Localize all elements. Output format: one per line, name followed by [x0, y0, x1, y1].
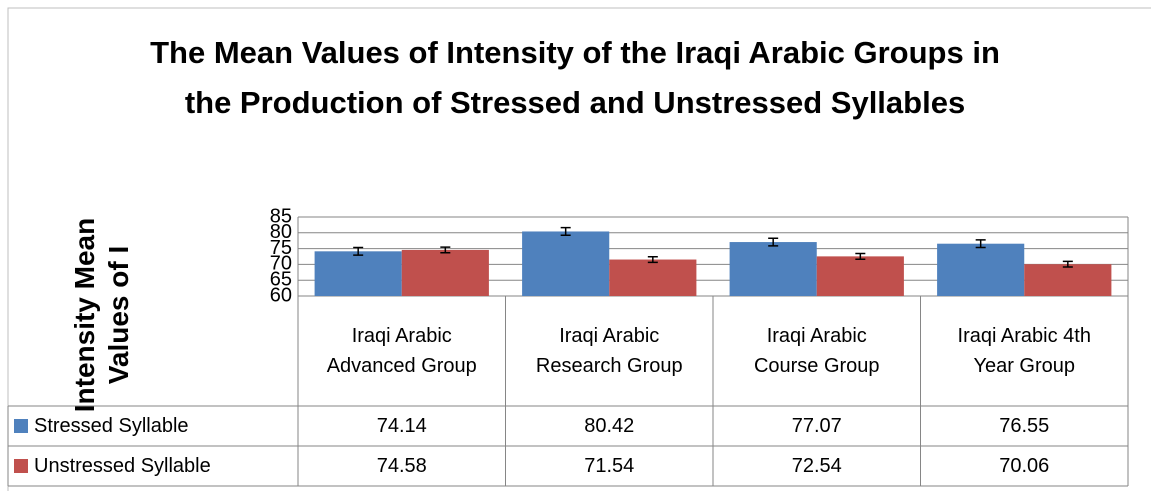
title-box: The Mean Values of Intensity of the Iraq… [150, 35, 1000, 120]
legend-label: Stressed Syllable [34, 415, 189, 437]
table-value: 72.54 [791, 455, 842, 477]
table-value: 70.06 [999, 455, 1050, 477]
y-tick-label: 85 [270, 205, 292, 227]
x-tick-label: Iraqi Arabic Course Group [753, 325, 880, 377]
chart-title: The Mean Values of Intensity of the Iraq… [150, 35, 1000, 120]
y-tick-label: 75 [270, 237, 292, 259]
x-tick-label-box: Iraqi Arabic Research Group [535, 325, 683, 377]
table-value-box: 74.58 [376, 455, 427, 477]
bar [522, 231, 610, 296]
y-tick-label: 80 [270, 221, 292, 243]
table-value-box: 71.54 [584, 455, 635, 477]
legend-label-box: Stressed Syllable [34, 415, 189, 437]
table-value: 74.14 [376, 415, 427, 437]
table-value-box: 77.07 [791, 415, 842, 437]
chart-border [7, 7, 1151, 491]
error-bar [975, 239, 986, 249]
x-tick-label-box: Iraqi Arabic 4th Year Group [957, 325, 1091, 377]
x-tick-label: Iraqi Arabic Research Group [535, 325, 683, 377]
legend-label: Unstressed Syllable [34, 455, 211, 477]
table-value-box: 76.55 [999, 415, 1050, 437]
table-value: 80.42 [584, 415, 635, 437]
error-bar [768, 237, 779, 247]
x-tick-label: Iraqi Arabic Advanced Group [326, 325, 477, 377]
error-bar [560, 226, 571, 237]
y-tick-label: 60 [270, 284, 292, 306]
error-bar [855, 252, 866, 260]
legend-swatch [14, 419, 28, 433]
bar [729, 242, 817, 296]
legend-label-box: Unstressed Syllable [34, 455, 211, 477]
table-value: 77.07 [791, 415, 842, 437]
bar [401, 249, 489, 296]
x-tick-label-box: Iraqi Arabic Advanced Group [326, 325, 477, 377]
x-tick-label: Iraqi Arabic 4th Year Group [957, 325, 1091, 377]
bar [314, 251, 402, 296]
table-value-box: 74.14 [376, 415, 427, 437]
legend-swatch [14, 459, 28, 473]
x-tick-label-box: Iraqi Arabic Course Group [753, 325, 880, 377]
table-value-box: 70.06 [999, 455, 1050, 477]
table-value: 74.58 [376, 455, 427, 477]
bar [816, 256, 904, 296]
table-value: 71.54 [584, 455, 635, 477]
table-value-box: 72.54 [791, 455, 842, 477]
error-bar [353, 246, 364, 256]
bar [1024, 264, 1112, 296]
bar [609, 259, 697, 296]
table-value: 76.55 [999, 415, 1050, 437]
table-value-box: 80.42 [584, 415, 635, 437]
error-bar [440, 246, 451, 254]
y-tick-label: 70 [270, 253, 292, 275]
bar [937, 243, 1025, 296]
error-bar [647, 255, 658, 264]
y-tick-label: 65 [270, 268, 292, 290]
error-bar [1062, 260, 1073, 268]
